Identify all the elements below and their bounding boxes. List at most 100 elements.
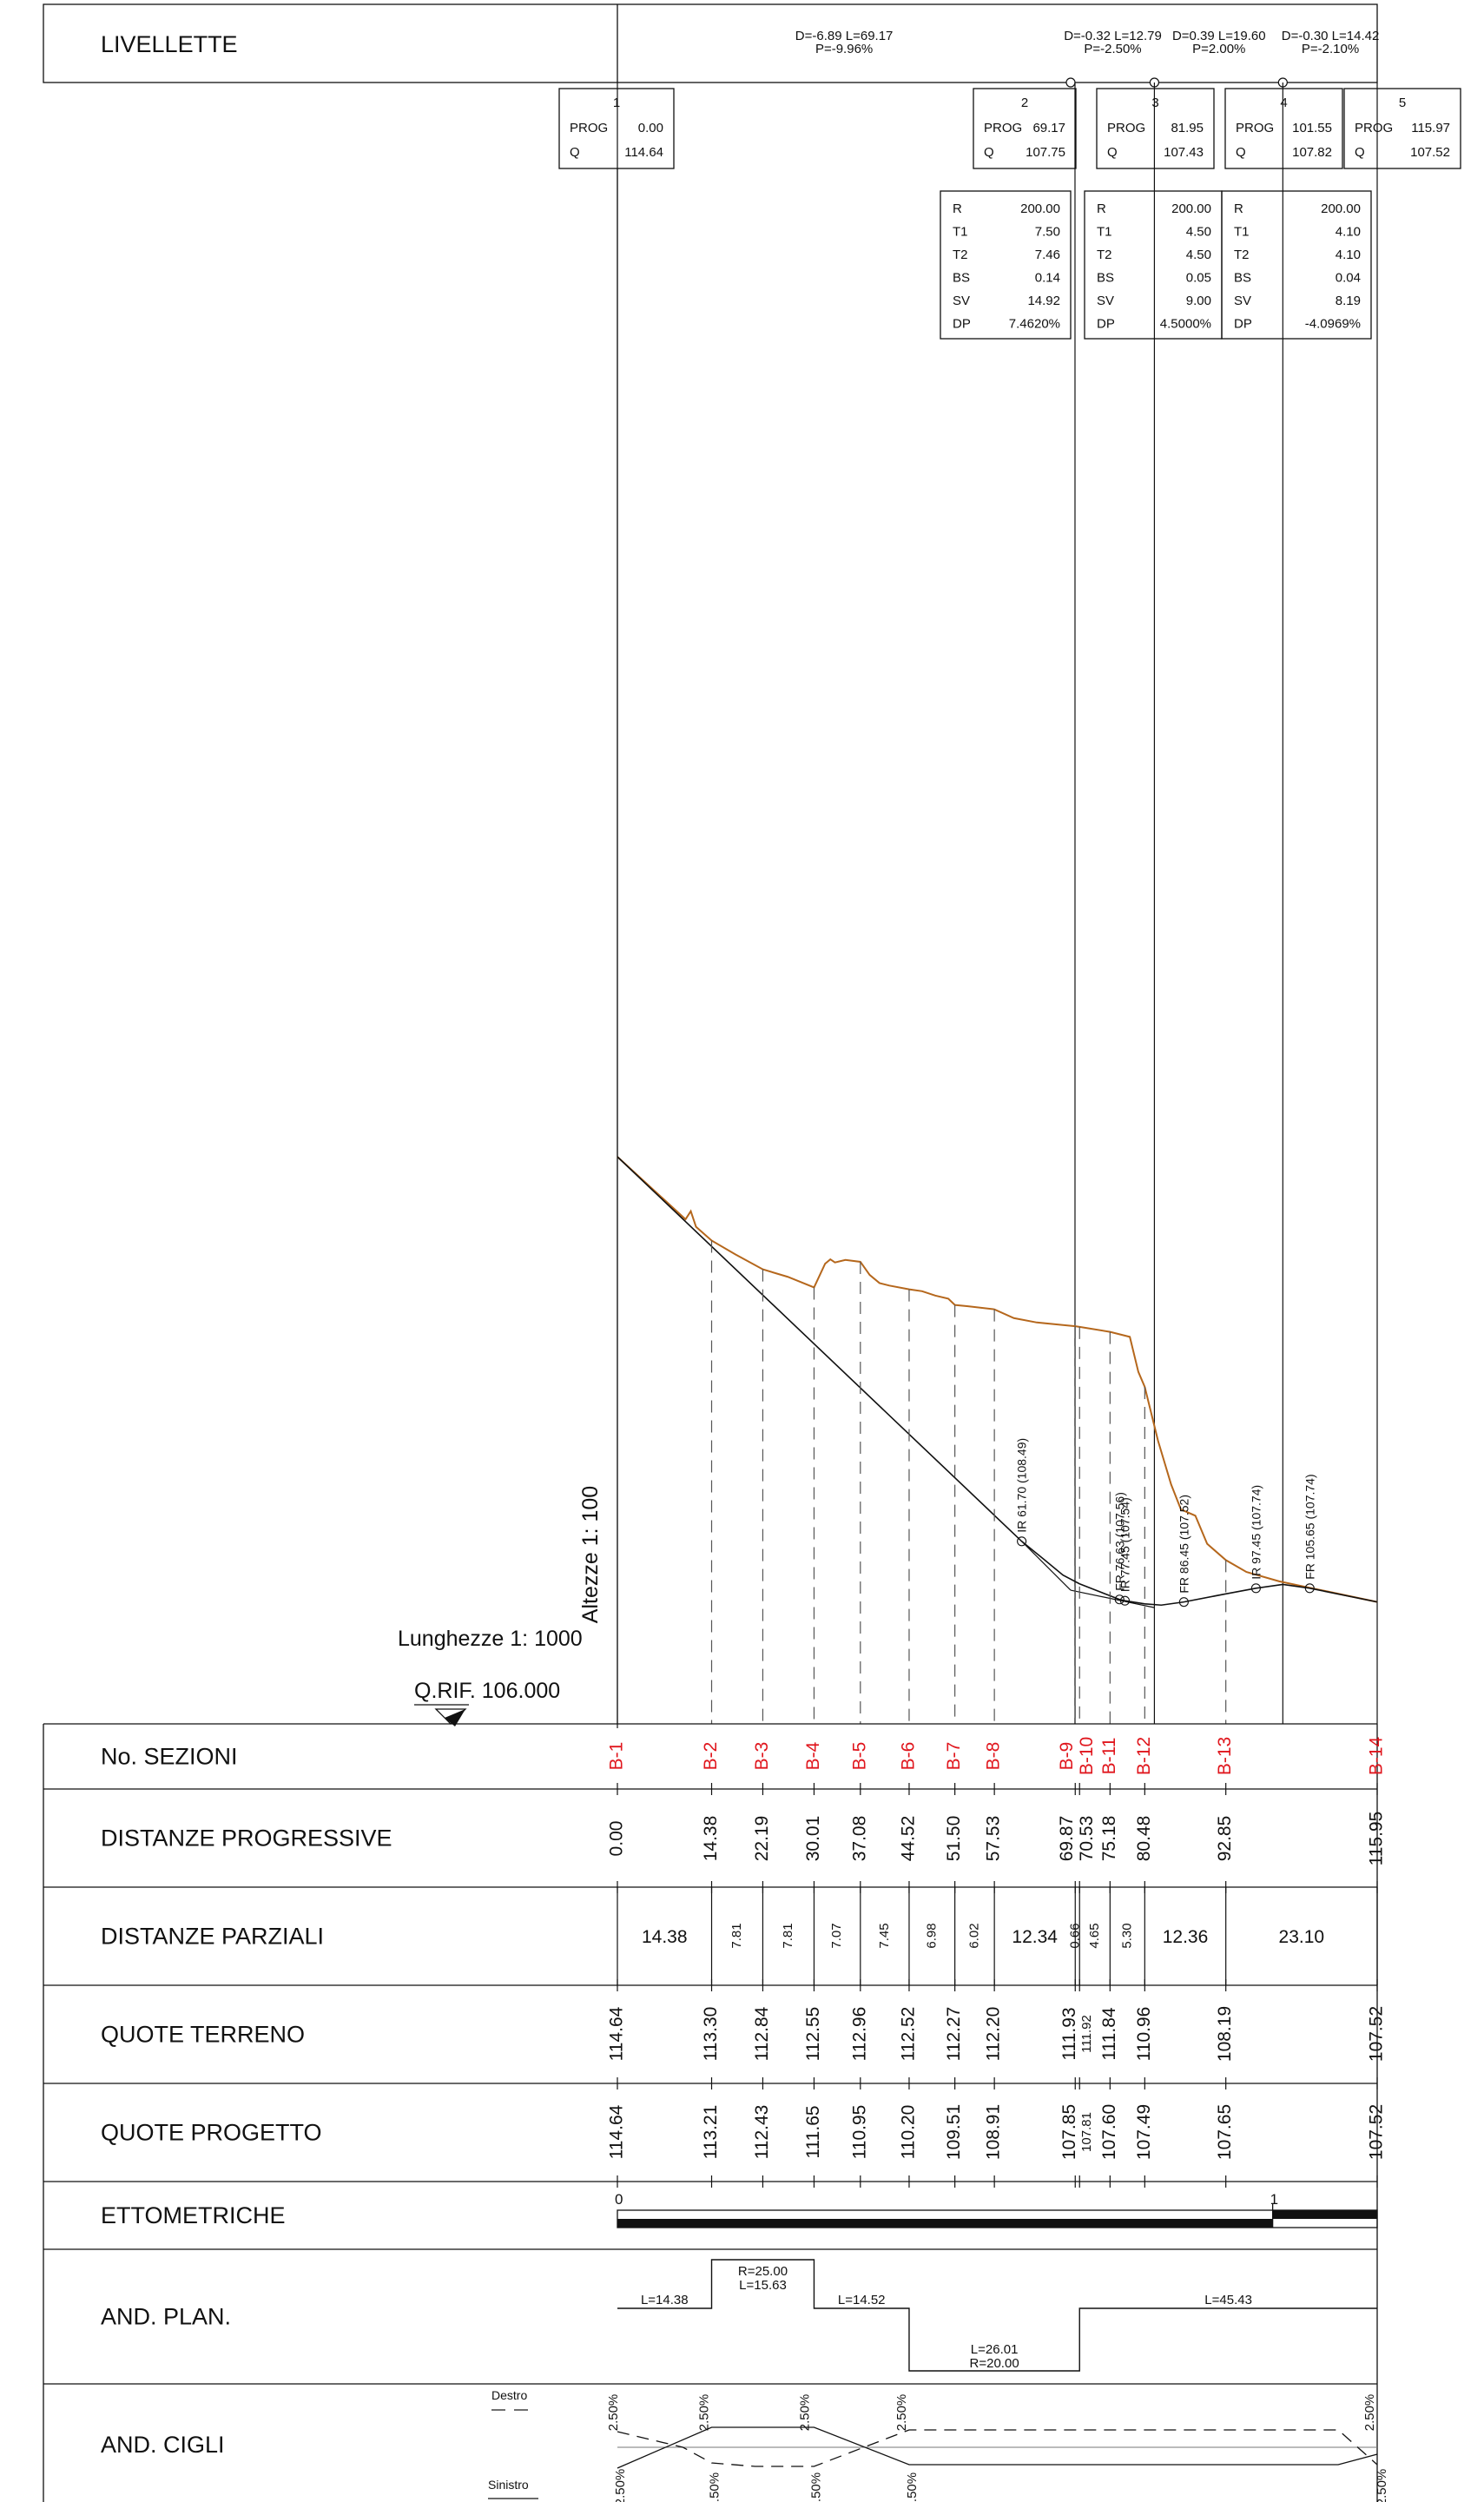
curve-param-label: T2 — [1097, 248, 1112, 262]
edge-slope-top: 2.50% — [696, 2394, 711, 2432]
project-elevation: 111.65 — [803, 2105, 823, 2158]
section-name: B-3 — [752, 1742, 772, 1771]
progressive-distance: 80.48 — [1134, 1816, 1154, 1862]
partial-distance: 12.36 — [1163, 1927, 1209, 1947]
partial-distance: 6.02 — [966, 1923, 981, 1948]
edge-slope-bottom: 2.50% — [1375, 2469, 1389, 2502]
progressive-distance: 14.38 — [701, 1816, 721, 1862]
partial-distance: 14.38 — [642, 1927, 688, 1947]
grade-segment-length: D=-0.30 L=14.42 — [1282, 29, 1380, 43]
curve-boxes: R 200.00 T1 7.50 T2 7.46 BS 0.14 SV 14.92 DP 7.4620… — [940, 190, 1372, 340]
profile-point-marker — [1178, 1597, 1189, 1607]
right-edge-label: Destro — [491, 2388, 527, 2402]
partial-distance: 5.30 — [1119, 1923, 1134, 1948]
curve-param-label: SV — [1234, 294, 1251, 308]
terrain-elevation: 112.52 — [899, 2007, 919, 2062]
profile-point-marker — [1017, 1536, 1027, 1547]
alignment-label: R=20.00 — [970, 2356, 1019, 2371]
section-name: B-14 — [1367, 1737, 1387, 1776]
project-grade-line — [617, 1156, 1378, 1607]
grade-segment-slope: P=-2.10% — [1302, 42, 1359, 56]
progressive-distance: 51.50 — [944, 1816, 964, 1862]
curve-param-value: 4.50 — [1186, 225, 1211, 240]
tangent-line — [1070, 1589, 1155, 1608]
curve-param-label: BS — [1097, 271, 1114, 286]
curve-param-label: SV — [1097, 294, 1114, 308]
curve-param-value: 4.50 — [1186, 248, 1211, 262]
edge-slope-bottom: 2.50% — [613, 2469, 628, 2502]
prog-label: PROG — [984, 121, 1022, 135]
terrain-elevation: 112.84 — [752, 2006, 772, 2061]
progressive-distance: 44.52 — [899, 1816, 919, 1862]
vertex-box — [1096, 88, 1215, 169]
curve-param-value: 7.50 — [1035, 225, 1060, 240]
curve-param-label: T1 — [953, 225, 968, 240]
quota-value: 114.64 — [624, 145, 663, 160]
livellette-band: LIVELLETTE D=-6.89 L=69.17P=-9.96% D=-0.32… — [101, 29, 1380, 88]
curve-param-label: BS — [1234, 271, 1251, 286]
terrain-elevation: 107.52 — [1367, 2006, 1387, 2062]
progressive-distance: 70.53 — [1077, 1816, 1097, 1862]
curve-param-label: R — [1097, 201, 1106, 216]
alignment-label: L=26.01 — [971, 2342, 1019, 2357]
progressive-distance: 115.95 — [1367, 1812, 1387, 1866]
curve-param-value: 200.00 — [1321, 201, 1361, 216]
partial-distance: 7.81 — [729, 1923, 744, 1948]
vertex-box — [1343, 88, 1461, 169]
table-row-label: DISTANZE PARZIALI — [101, 1924, 324, 1950]
hectometric-bar-fill — [617, 2219, 1273, 2228]
project-elevation: 107.85 — [1059, 2104, 1079, 2160]
project-elevation: 107.60 — [1099, 2104, 1119, 2160]
section-name: B-10 — [1077, 1737, 1097, 1775]
terrain-elevation: 108.19 — [1215, 2006, 1235, 2062]
edge-slope-top: 2.50% — [797, 2394, 812, 2432]
curve-param-value: 4.10 — [1336, 248, 1361, 262]
curve-param-value: 7.4620% — [1009, 317, 1060, 332]
curve-param-value: 0.05 — [1186, 271, 1211, 286]
table-row-label: QUOTE TERRENO — [101, 2022, 305, 2048]
terrain-elevation: 113.30 — [701, 2007, 721, 2062]
terrain-line — [617, 1156, 1378, 1603]
edge-slope-top: 2.50% — [1362, 2394, 1377, 2432]
section-name: B-8 — [984, 1742, 1004, 1771]
curve-param-label: SV — [953, 294, 970, 308]
guitar-table: No. SEZIONI DISTANZE PROGRESSIVE DISTANZE … — [43, 1723, 1389, 2502]
grade-segment-length: D=-0.32 L=12.79 — [1064, 29, 1162, 43]
prog-label: PROG — [1236, 121, 1274, 135]
project-elevation: 112.43 — [752, 2105, 772, 2160]
vertex-box — [558, 88, 675, 169]
grade-segment-length: D=-6.89 L=69.17 — [795, 29, 894, 43]
curve-param-value: 4.10 — [1336, 225, 1361, 240]
reference-triangle-fill — [445, 1709, 465, 1726]
partial-distance: 12.34 — [1012, 1927, 1058, 1947]
profile-point-marker — [1250, 1583, 1261, 1594]
altezze-scale-label: Altezze 1: 100 — [578, 1486, 603, 1623]
section-name: B-9 — [1057, 1742, 1077, 1771]
right-edge-line — [617, 2429, 1378, 2467]
progressive-distance: 0.00 — [607, 1821, 627, 1857]
progressive-distance: 30.01 — [803, 1816, 823, 1862]
edge-slope-top: 2.50% — [606, 2394, 621, 2432]
edge-slope-bottom: .50% — [905, 2472, 920, 2502]
table-row-label: No. SEZIONI — [101, 1744, 238, 1770]
partial-distance: 23.10 — [1279, 1927, 1325, 1947]
grade-segment-slope: P=-9.96% — [815, 42, 873, 56]
curve-param-label: DP — [953, 317, 971, 332]
project-elevation: 107.65 — [1215, 2104, 1235, 2160]
left-edge-label: Sinistro — [488, 2478, 529, 2492]
vertex-box — [1224, 88, 1343, 169]
progressive-distance: 57.53 — [984, 1816, 1004, 1862]
edge-slope-bottom: .50% — [707, 2472, 722, 2502]
prog-value: 101.55 — [1292, 121, 1332, 135]
section-name: B-5 — [849, 1742, 869, 1771]
section-name: B-2 — [701, 1742, 721, 1771]
curve-param-value: 200.00 — [1171, 201, 1211, 216]
profile-point-label: IR 77.45 (107.54) — [1118, 1497, 1131, 1592]
tangent-line — [1021, 1541, 1072, 1591]
prog-label: PROG — [1355, 121, 1393, 135]
partial-distance: 6.98 — [924, 1923, 939, 1948]
terrain-elevation: 112.20 — [984, 2007, 1004, 2062]
vertex-marker — [1065, 77, 1076, 88]
curve-box — [1221, 190, 1372, 340]
quota-value: 107.82 — [1292, 145, 1332, 160]
